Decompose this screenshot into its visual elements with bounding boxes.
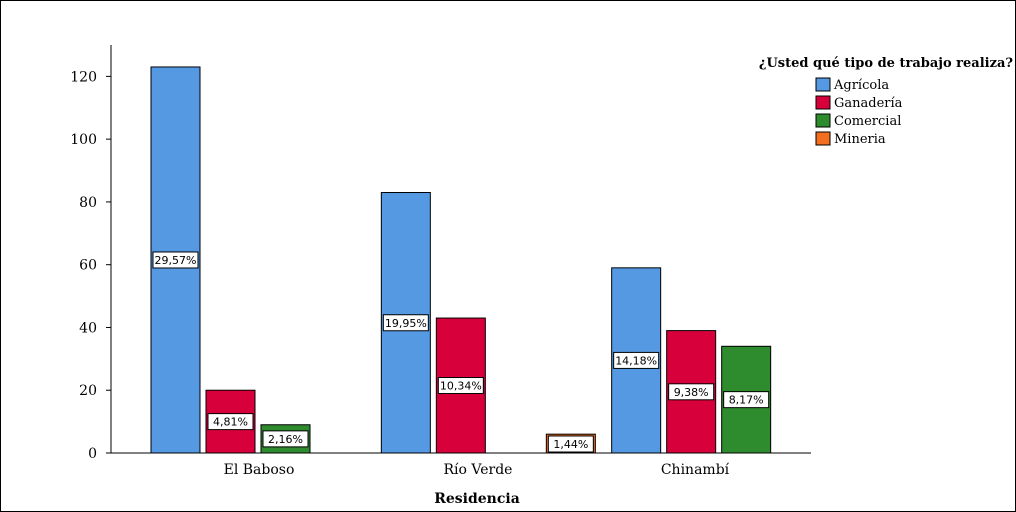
data-label-text: 19,95% [385, 317, 427, 330]
y-tick-label: 100 [70, 132, 97, 148]
data-label-text: 9,38% [674, 386, 709, 399]
legend-label-comercial: Comercial [834, 114, 901, 129]
data-label-box [613, 351, 660, 369]
y-tick-label: 40 [79, 320, 97, 336]
y-tick-label: 60 [79, 258, 97, 274]
data-label: 2,16% [262, 430, 309, 448]
legend-swatch-ganaderia [815, 95, 831, 110]
data-label-text: 8,17% [729, 394, 764, 407]
data-label-text: 14,18% [615, 354, 657, 367]
x-tick-label: Río Verde [444, 462, 513, 478]
data-label-text: 1,44% [553, 438, 588, 451]
data-label-text: 2,16% [268, 433, 303, 446]
legend-swatch-comercial [815, 113, 831, 128]
data-label-box [668, 383, 715, 401]
y-axis: 0 20 40 60 80 100 120 [70, 45, 112, 462]
y-tick-label: 80 [79, 195, 97, 211]
data-label-box [547, 435, 594, 453]
data-label: 4,81% [207, 413, 254, 431]
data-label: 9,38% [668, 383, 715, 401]
data-label-box [437, 377, 484, 395]
data-label-text: 29,57% [155, 254, 197, 267]
legend-title: ¿Usted qué tipo de trabajo realiza? [759, 56, 1014, 71]
data-label-box [207, 413, 254, 431]
legend-label-agricola: Agrícola [833, 78, 889, 93]
data-label-text: 4,81% [213, 416, 248, 429]
y-tick-label: 120 [70, 69, 97, 85]
data-label: 19,95% [382, 314, 429, 332]
data-label-box [152, 251, 199, 269]
data-label-box [382, 314, 429, 332]
data-label-text: 10,34% [440, 380, 482, 393]
legend-label-ganaderia: Ganadería [834, 96, 903, 111]
legend: ¿Usted qué tipo de trabajo realiza? Agrí… [759, 56, 1014, 147]
data-label-box [262, 430, 309, 448]
y-tick-label: 0 [88, 446, 97, 462]
data-label: 10,34% [437, 377, 484, 395]
data-label: 14,18% [613, 351, 660, 369]
data-label: 1,44% [547, 435, 594, 453]
x-axis-title: Residencia [434, 491, 520, 507]
x-tick-label: El Baboso [224, 462, 295, 478]
data-label: 8,17% [723, 391, 770, 409]
x-tick-label: Chinambí [661, 462, 730, 478]
legend-swatch-mineria [815, 131, 831, 146]
data-label: 29,57% [152, 251, 199, 269]
legend-swatch-agricola [815, 77, 831, 92]
legend-label-mineria: Mineria [834, 132, 886, 147]
x-axis: El Baboso Río Verde Chinambí [111, 452, 811, 478]
y-tick-label: 20 [79, 383, 97, 399]
data-labels-layer: 29,57% 19,95% 14,18% 4,81% 10,34% 9,38% 2,16% 8… [152, 251, 770, 453]
data-label-box [723, 391, 770, 409]
